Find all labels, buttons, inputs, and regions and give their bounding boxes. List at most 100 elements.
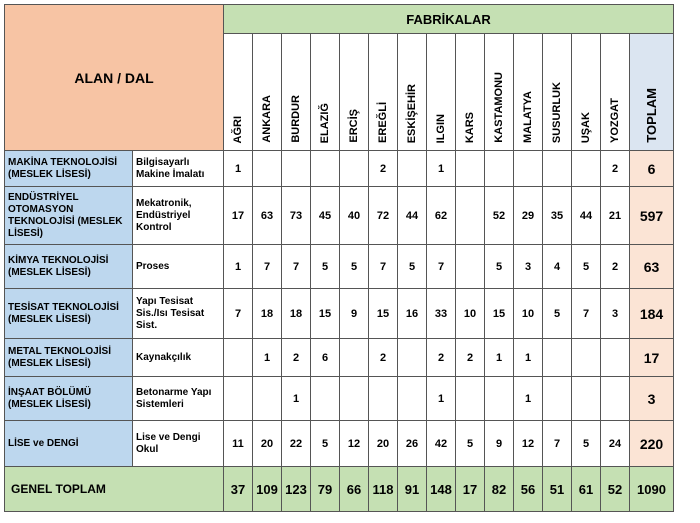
- genel-cell: 118: [368, 466, 398, 512]
- value-cell: 10: [455, 288, 485, 339]
- genel-cell: 52: [600, 466, 630, 512]
- alan-cell: İNŞAAT BÖLÜMÜ (MESLEK LİSESİ): [4, 376, 133, 421]
- genel-cell: 123: [281, 466, 311, 512]
- value-cell: 7: [426, 244, 456, 289]
- value-cell: [542, 338, 572, 377]
- value-cell: 40: [339, 186, 369, 245]
- value-cell: 29: [513, 186, 543, 245]
- value-cell: [252, 150, 282, 187]
- city-header-burdur: BURDUR: [281, 33, 311, 151]
- value-cell: 1: [223, 150, 253, 187]
- genel-cell: 51: [542, 466, 572, 512]
- value-cell: 26: [397, 420, 427, 467]
- value-cell: [397, 150, 427, 187]
- city-header-yozgat: YOZGAT: [600, 33, 630, 151]
- value-cell: 7: [571, 288, 601, 339]
- value-cell: 18: [281, 288, 311, 339]
- value-cell: 9: [484, 420, 514, 467]
- alan-cell: MAKİNA TEKNOLOJİSİ (MESLEK LİSESİ): [4, 150, 133, 187]
- city-header-ankara: ANKARA: [252, 33, 282, 151]
- value-cell: 42: [426, 420, 456, 467]
- value-cell: 5: [310, 420, 340, 467]
- value-cell: [542, 150, 572, 187]
- genel-cell: 148: [426, 466, 456, 512]
- value-cell: [455, 186, 485, 245]
- value-cell: [513, 150, 543, 187]
- table-row: TESİSAT TEKNOLOJİSİ (MESLEK LİSESİ) Yapı …: [4, 288, 674, 339]
- value-cell: 3: [600, 288, 630, 339]
- value-cell: 12: [513, 420, 543, 467]
- fabrikalar-header: FABRİKALAR: [223, 4, 674, 34]
- value-cell: [368, 376, 398, 421]
- value-cell: 12: [339, 420, 369, 467]
- genel-cell: 17: [455, 466, 485, 512]
- genel-cell: 37: [223, 466, 253, 512]
- dal-cell: Kaynakçılık: [132, 338, 224, 377]
- row-total-cell: 63: [629, 244, 674, 289]
- value-cell: [455, 244, 485, 289]
- value-cell: 1: [281, 376, 311, 421]
- city-header-ilgin: ILGIN: [426, 33, 456, 151]
- alan-dal-header: ALAN / DAL: [4, 4, 224, 151]
- row-total-cell: 597: [629, 186, 674, 245]
- value-cell: 15: [484, 288, 514, 339]
- value-cell: 2: [600, 244, 630, 289]
- dal-cell: Yapı Tesisat Sis./Isı Tesisat Sist.: [132, 288, 224, 339]
- city-header-kars: KARS: [455, 33, 485, 151]
- value-cell: 18: [252, 288, 282, 339]
- value-cell: 2: [368, 150, 398, 187]
- genel-cell: 82: [484, 466, 514, 512]
- value-cell: 5: [571, 244, 601, 289]
- value-cell: 6: [310, 338, 340, 377]
- value-cell: 4: [542, 244, 572, 289]
- value-cell: 1: [513, 376, 543, 421]
- distribution-table: ALAN / DAL FABRİKALAR AĞRI ANKARA BURDUR…: [4, 4, 674, 512]
- table-row: KİMYA TEKNOLOJİSİ (MESLEK LİSESİ) Proses 1…: [4, 244, 674, 289]
- value-cell: 5: [455, 420, 485, 467]
- value-cell: 7: [368, 244, 398, 289]
- alan-cell: METAL TEKNOLOJİSİ (MESLEK LİSESİ): [4, 338, 133, 377]
- dal-cell: Mekatronik, Endüstriyel Kontrol: [132, 186, 224, 245]
- table-body: MAKİNA TEKNOLOJİSİ (MESLEK LİSESİ) Bilgis…: [4, 150, 674, 467]
- value-cell: 24: [600, 420, 630, 467]
- value-cell: 63: [252, 186, 282, 245]
- value-cell: [571, 150, 601, 187]
- value-cell: 15: [310, 288, 340, 339]
- alan-cell: LİSE ve DENGİ: [4, 420, 133, 467]
- value-cell: 2: [600, 150, 630, 187]
- value-cell: 2: [281, 338, 311, 377]
- value-cell: [310, 150, 340, 187]
- value-cell: [455, 150, 485, 187]
- value-cell: 20: [252, 420, 282, 467]
- city-header-susurluk: SUSURLUK: [542, 33, 572, 151]
- value-cell: 20: [368, 420, 398, 467]
- value-cell: 10: [513, 288, 543, 339]
- city-header-ercis: ERCİŞ: [339, 33, 369, 151]
- value-cell: 7: [281, 244, 311, 289]
- value-cell: [397, 376, 427, 421]
- value-cell: [542, 376, 572, 421]
- genel-toplam-total: 1090: [629, 466, 674, 512]
- value-cell: [571, 376, 601, 421]
- value-cell: [571, 338, 601, 377]
- value-cell: [339, 150, 369, 187]
- value-cell: 35: [542, 186, 572, 245]
- value-cell: [484, 376, 514, 421]
- value-cell: [484, 150, 514, 187]
- row-total-cell: 3: [629, 376, 674, 421]
- value-cell: 5: [542, 288, 572, 339]
- value-cell: [310, 376, 340, 421]
- value-cell: 62: [426, 186, 456, 245]
- value-cell: 1: [426, 376, 456, 421]
- value-cell: 7: [223, 288, 253, 339]
- value-cell: 44: [571, 186, 601, 245]
- genel-toplam-row: GENEL TOPLAM 37 109 123 79 66 118 91 148…: [4, 466, 674, 512]
- table-row: METAL TEKNOLOJİSİ (MESLEK LİSESİ) Kaynakç…: [4, 338, 674, 377]
- value-cell: 2: [426, 338, 456, 377]
- row-total-cell: 220: [629, 420, 674, 467]
- table-row: ENDÜSTRİYEL OTOMASYON TEKNOLOJİSİ (MESLE…: [4, 186, 674, 245]
- city-header-usak: UŞAK: [571, 33, 601, 151]
- dal-cell: Proses: [132, 244, 224, 289]
- value-cell: 1: [252, 338, 282, 377]
- value-cell: 7: [252, 244, 282, 289]
